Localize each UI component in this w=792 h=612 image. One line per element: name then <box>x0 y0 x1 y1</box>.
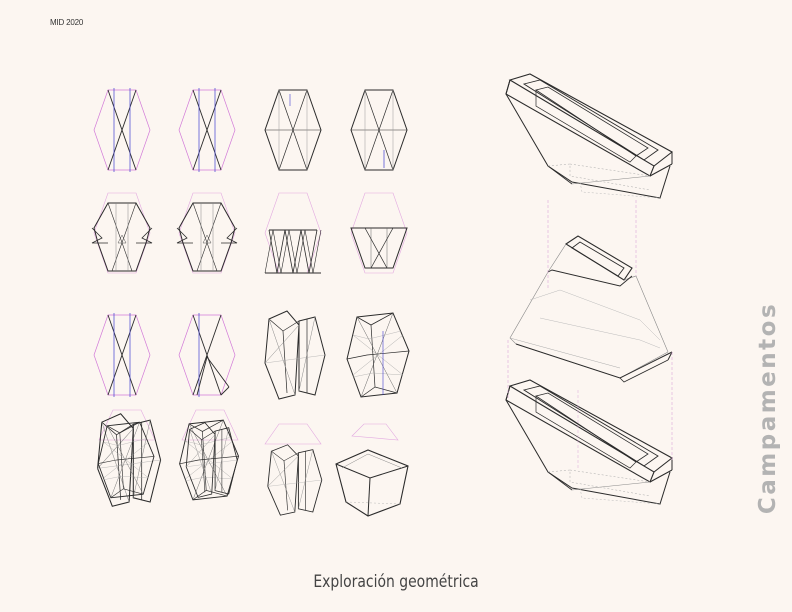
hexagon-study-4-3 <box>264 423 323 516</box>
hexagon-study-4-1 <box>97 409 162 507</box>
hexagon-study-3-3 <box>264 310 326 400</box>
hexagon-study-1-1 <box>93 87 151 173</box>
hexagon-study-3-1 <box>93 312 151 398</box>
hexagon-study-1-3 <box>264 89 322 171</box>
project-label: MID 2020 <box>50 18 84 27</box>
hexagon-study-1-2 <box>178 87 236 173</box>
hexagon-study-3-4 <box>346 312 410 398</box>
hexagon-study-4-2 <box>179 409 239 501</box>
hexagon-study-3-2 <box>178 313 236 397</box>
hexagon-study-1-4 <box>350 89 408 171</box>
assembly-module-bottom <box>505 379 673 505</box>
hexagon-study-2-4 <box>350 192 408 274</box>
assembly-module-top <box>505 73 673 199</box>
hexagon-study-2-1 <box>91 192 153 274</box>
hexagon-study-2-3 <box>264 192 322 274</box>
hexagon-study-4-4 <box>335 423 409 517</box>
assembly-module-middle <box>509 235 673 383</box>
hexagon-study-2-2 <box>176 192 238 274</box>
side-title: Campamentos <box>755 301 781 515</box>
figure-caption: Exploración geométrica <box>313 572 479 592</box>
